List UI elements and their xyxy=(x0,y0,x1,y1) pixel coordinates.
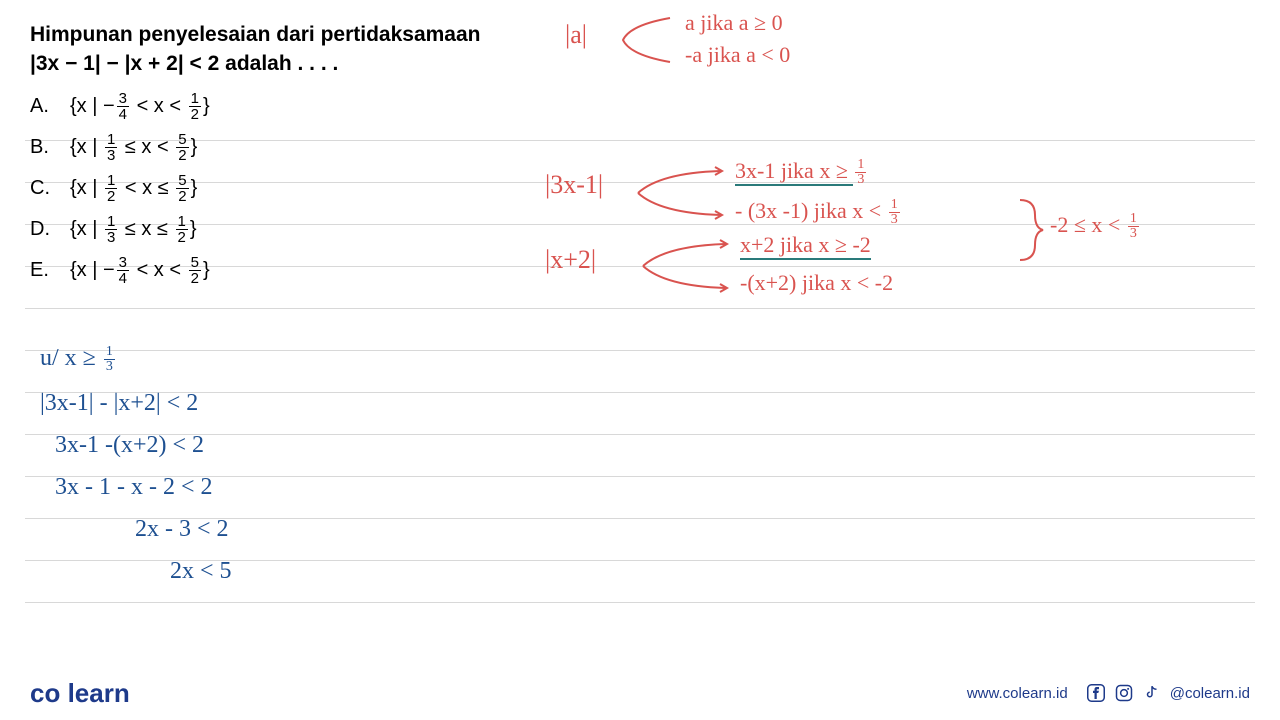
brace-icon xyxy=(1015,195,1045,265)
option-b: B. {x | 13 ≤ x < 52} xyxy=(30,132,1250,163)
hw-work2: 3x-1 -(x+2) < 2 xyxy=(55,432,204,459)
facebook-icon xyxy=(1086,683,1106,703)
footer-handle: @colearn.id xyxy=(1170,685,1250,702)
tiktok-icon xyxy=(1142,683,1162,703)
hw-casex2-neg: -(x+2) jika x < -2 xyxy=(740,270,893,296)
option-label: E. xyxy=(30,259,54,282)
social-icons: @colearn.id xyxy=(1086,683,1250,703)
split-arrow-icon xyxy=(630,165,730,225)
hw-casex2-pos-txt: x+2 jika x ≥ -2 xyxy=(740,232,871,260)
logo-dot xyxy=(60,678,67,708)
footer: co learn www.colearn.id @colearn.id xyxy=(0,666,1280,720)
footer-url: www.colearn.id xyxy=(967,685,1068,702)
split-arrow-icon xyxy=(635,238,735,298)
brace-arrow-icon xyxy=(615,10,685,70)
hw-absx2: |x+2| xyxy=(545,245,596,275)
hw-work1: |3x-1| - |x+2| < 2 xyxy=(40,390,198,417)
option-expr: {x | −34 < x < 12} xyxy=(70,91,210,122)
option-label: D. xyxy=(30,218,54,241)
hw-work5: 2x < 5 xyxy=(170,558,232,585)
footer-right: www.colearn.id @colearn.id xyxy=(967,683,1250,703)
hw-work3: 3x - 1 - x - 2 < 2 xyxy=(55,474,213,501)
option-expr: {x | 13 ≤ x < 52} xyxy=(70,132,197,163)
hw-abs-neg: -a jika a < 0 xyxy=(685,42,790,68)
option-label: A. xyxy=(30,95,54,118)
hw-case3x-neg: - (3x -1) jika x < 13 xyxy=(735,198,902,227)
option-label: C. xyxy=(30,177,54,200)
option-expr: {x | −34 < x < 52} xyxy=(70,255,210,286)
logo: co learn xyxy=(30,678,130,709)
hw-section1: u/ x ≥ 13 xyxy=(40,345,117,374)
hw-abs-pos: a jika a ≥ 0 xyxy=(685,10,783,36)
hw-abs-a: |a| xyxy=(565,20,587,50)
hw-interval: -2 ≤ x < 13 xyxy=(1050,212,1141,241)
option-expr: {x | 13 ≤ x ≤ 12} xyxy=(70,214,197,245)
option-a: A. {x | −34 < x < 12} xyxy=(30,91,1250,122)
hw-case3x-pos-txt: 3x-1 jika x ≥ xyxy=(735,158,853,186)
option-label: B. xyxy=(30,136,54,159)
hw-casex2-pos: x+2 jika x ≥ -2 xyxy=(740,232,871,258)
instagram-icon xyxy=(1114,683,1134,703)
hw-abs3x: |3x-1| xyxy=(545,170,603,200)
hw-case3x-pos: 3x-1 jika x ≥ 13 xyxy=(735,158,868,187)
hw-work4: 2x - 3 < 2 xyxy=(135,516,229,543)
option-expr: {x | 12 < x ≤ 52} xyxy=(70,173,197,204)
logo-learn: learn xyxy=(68,678,130,708)
logo-co: co xyxy=(30,678,60,708)
